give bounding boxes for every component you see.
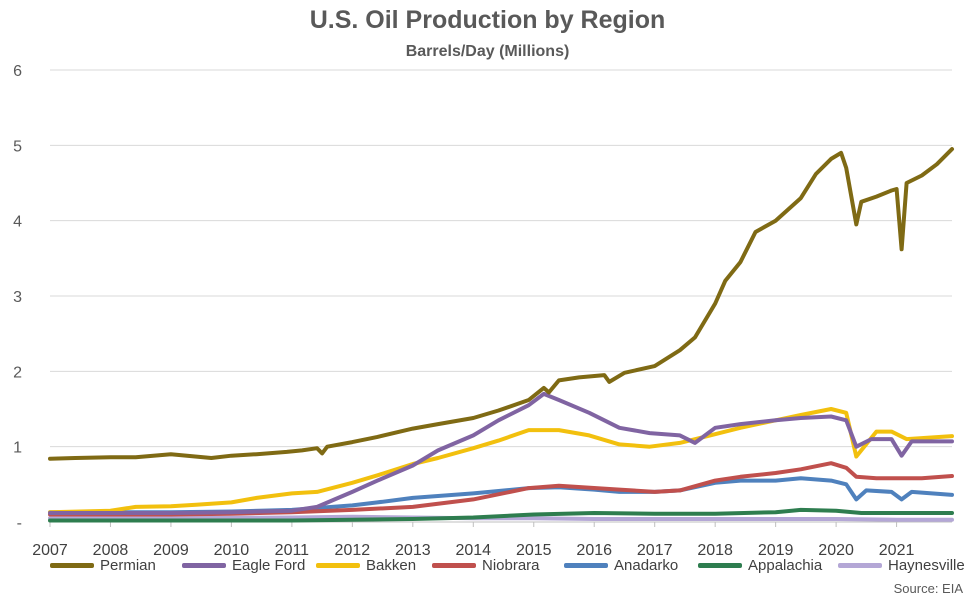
legend-label: Anadarko	[614, 557, 679, 574]
series-line-bakken	[48, 407, 954, 515]
x-tick-label: 2011	[275, 542, 310, 559]
y-tick-label: 6	[13, 63, 22, 80]
legend-label: Appalachia	[748, 557, 823, 574]
legend-swatch	[182, 563, 226, 568]
legend-swatch	[316, 563, 360, 568]
legend-swatch	[698, 563, 742, 568]
legend-item-haynesville: Haynesville	[838, 557, 965, 574]
legend-label: Bakken	[366, 557, 417, 574]
legend: Permian Eagle Ford Bakken Niobrara Anadarko A…	[40, 557, 970, 579]
chart-subtitle: Barrels/Day (Millions)	[405, 43, 570, 60]
series-line-niobrara	[48, 461, 954, 517]
legend-label: Haynesville	[888, 557, 965, 574]
series-line-eagle-ford	[48, 391, 954, 515]
x-tick-label: 2015	[516, 542, 552, 559]
chart-plot-area: - 1 2 3 4 5 6 2007 2008 2009 2010 2011 2012 2013 2014…	[13, 63, 954, 559]
series-line-haynesville	[48, 514, 954, 522]
grid-lines	[50, 69, 952, 523]
legend-swatch	[838, 563, 882, 568]
x-tick-label: 2013	[395, 542, 431, 559]
y-tick-label: 2	[13, 364, 22, 381]
series-lines	[48, 147, 954, 523]
x-tick-label: 2021	[879, 542, 915, 559]
legend-swatch	[564, 563, 608, 568]
legend-item-niobrara: Niobrara	[432, 557, 540, 574]
legend-item-appalachia: Appalachia	[698, 557, 822, 574]
x-tick-label: 2008	[93, 542, 129, 559]
series-line-permian	[48, 147, 954, 461]
x-tick-label: 2010	[214, 542, 250, 559]
x-tick-label: 2016	[576, 542, 612, 559]
legend-label: Permian	[100, 557, 156, 574]
series-line-appalachia	[48, 507, 954, 523]
y-tick-label: -	[17, 515, 22, 532]
legend-item-anadarko: Anadarko	[564, 557, 678, 574]
legend-label: Niobrara	[482, 557, 540, 574]
legend-swatch	[50, 563, 94, 568]
y-tick-label: 4	[13, 214, 22, 231]
chart-title: U.S. Oil Production by Region	[309, 6, 666, 34]
source-note: Source: EIA	[893, 581, 963, 596]
x-tick-label: 2017	[637, 542, 673, 559]
legend-swatch	[432, 563, 476, 568]
x-tick-label: 2007	[32, 542, 68, 559]
x-tick-label: 2014	[455, 542, 491, 559]
x-axis-ticks: 2007 2008 2009 2010 2011 2012 2013 2014 2015 2016…	[32, 522, 914, 559]
y-tick-label: 5	[13, 138, 22, 155]
y-axis-ticks: - 1 2 3 4 5 6	[13, 63, 22, 532]
x-tick-label: 2012	[335, 542, 371, 559]
legend-item-bakken: Bakken	[316, 557, 416, 574]
y-tick-label: 1	[13, 440, 22, 457]
x-tick-label: 2009	[153, 542, 189, 559]
y-tick-label: 3	[13, 289, 22, 306]
x-tick-label: 2019	[758, 542, 794, 559]
legend-label: Eagle Ford	[232, 557, 306, 574]
x-tick-label: 2018	[697, 542, 733, 559]
legend-item-permian: Permian	[50, 557, 156, 574]
x-tick-label: 2020	[818, 542, 854, 559]
legend-item-eagle-ford: Eagle Ford	[182, 557, 305, 574]
